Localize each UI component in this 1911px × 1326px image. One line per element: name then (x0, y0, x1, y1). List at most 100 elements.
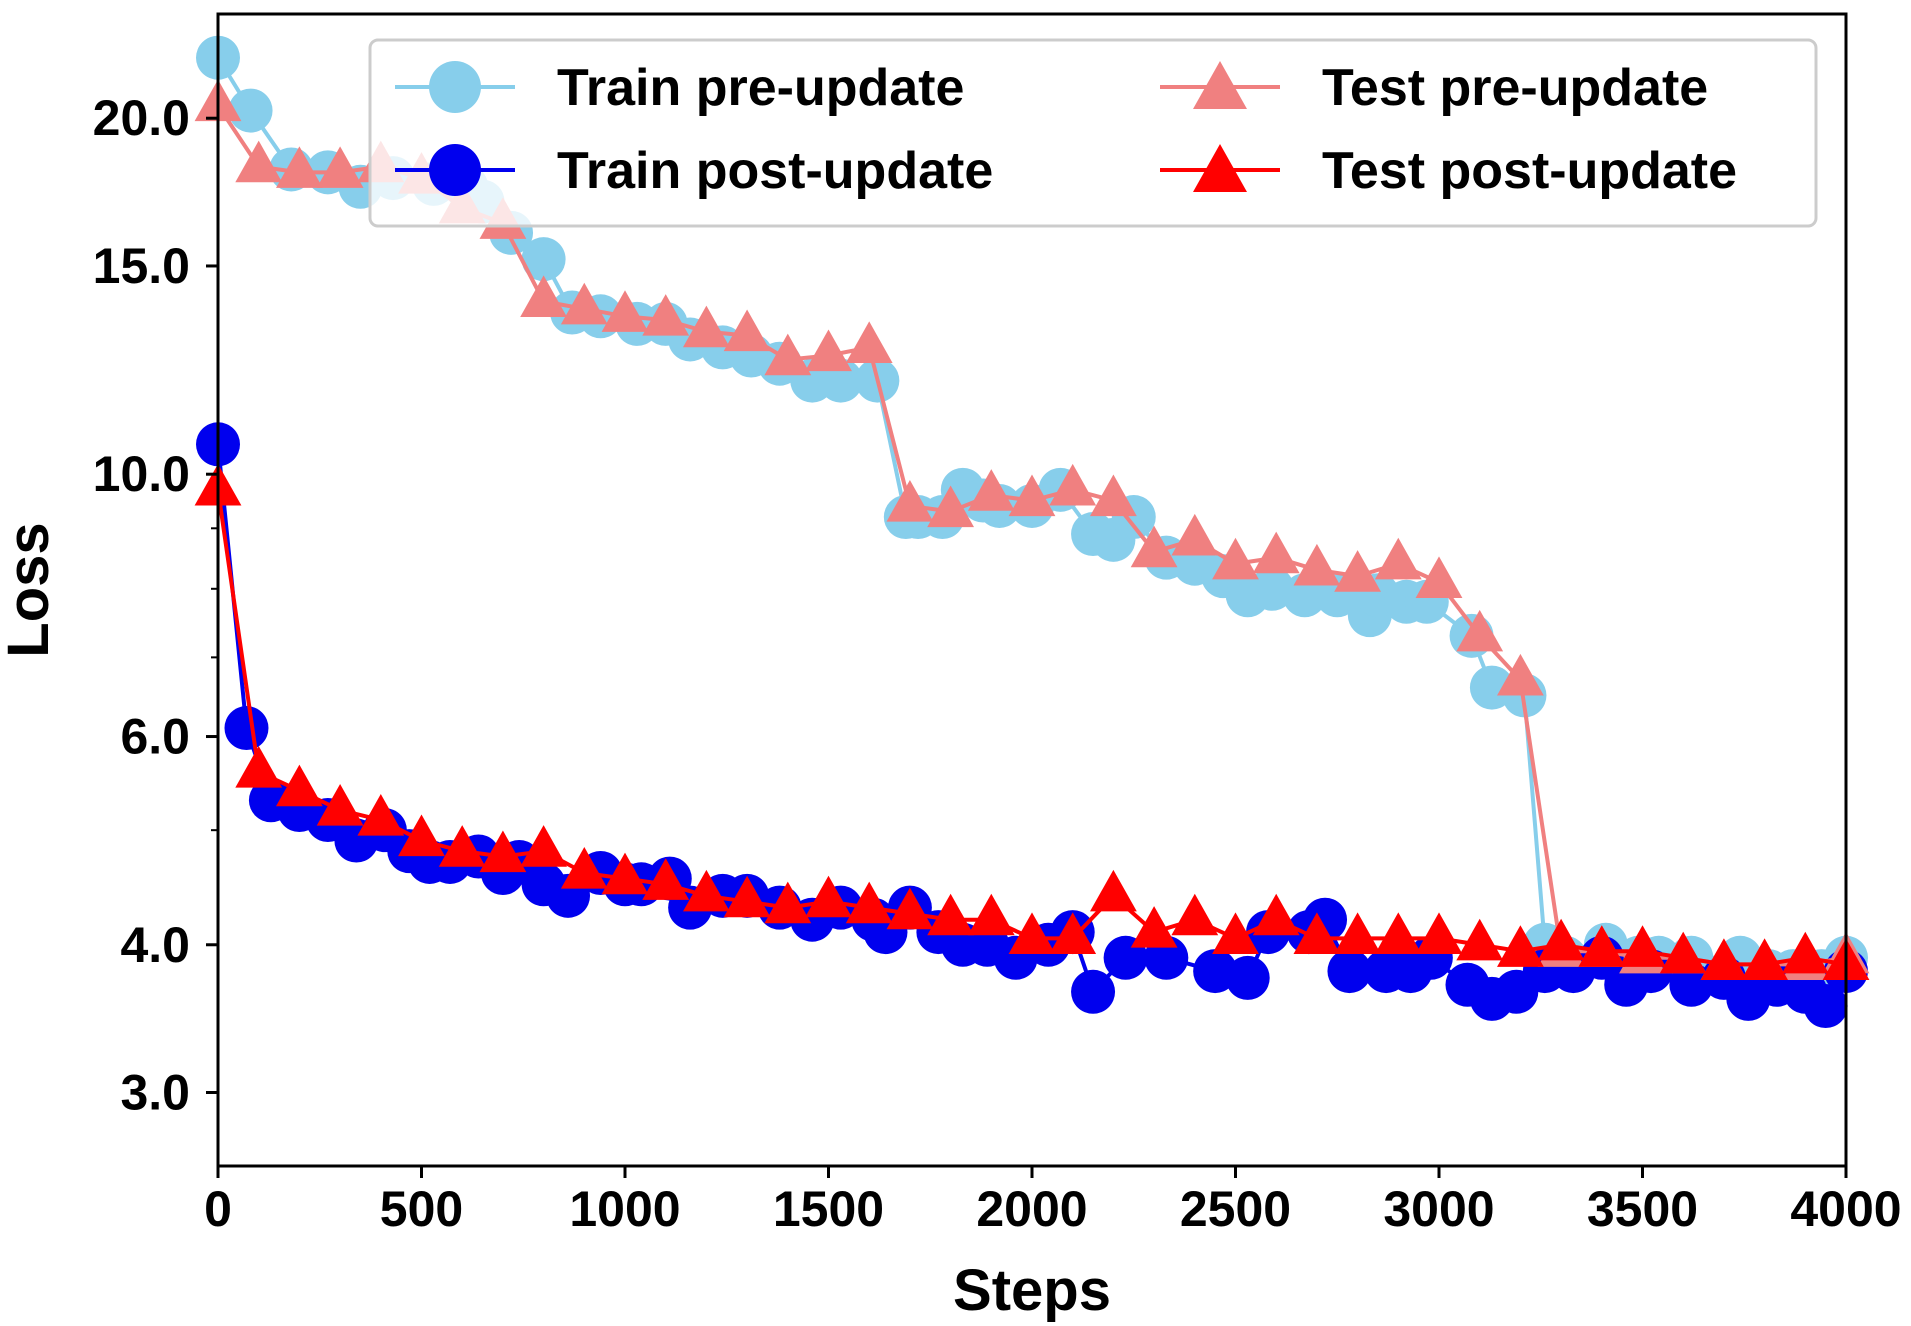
x-tick-label: 2000 (976, 1181, 1087, 1237)
legend-marker (1193, 144, 1247, 192)
x-tick-label: 4000 (1790, 1181, 1901, 1237)
data-point (1008, 474, 1056, 517)
data-point (1212, 537, 1259, 580)
data-point (1008, 912, 1056, 954)
data-point (886, 887, 934, 930)
data-point (398, 814, 445, 857)
data-point (1071, 969, 1116, 1014)
data-point (1090, 869, 1137, 912)
data-point (642, 858, 690, 900)
data-point (1327, 949, 1372, 994)
y-tick-label: 3.0 (120, 1065, 190, 1121)
legend-marker (429, 61, 481, 113)
y-tick-label: 20.0 (93, 90, 190, 146)
data-point (1293, 912, 1341, 954)
data-point (560, 282, 608, 325)
x-tick-label: 3500 (1587, 1181, 1698, 1237)
data-point (1619, 925, 1666, 967)
data-point (805, 875, 852, 918)
x-tick-label: 1500 (773, 1181, 884, 1237)
data-point (764, 881, 812, 924)
legend-item: Train pre-update (395, 59, 964, 117)
y-axis: 3.0 4.0 6.0 10.0 15.0 20.0 (93, 90, 218, 1121)
data-point (1741, 938, 1788, 980)
data-point (1415, 912, 1463, 954)
legend-marker (1193, 61, 1247, 109)
data-point (521, 237, 566, 282)
data-point (845, 881, 893, 924)
data-point (1374, 537, 1422, 580)
series-test-post-update (194, 463, 1870, 980)
data-point (723, 875, 771, 918)
data-point (316, 146, 364, 188)
y-tick-label: 4.0 (120, 917, 190, 973)
data-point (1212, 912, 1259, 954)
data-point (235, 140, 283, 183)
legend: Train pre-update Train post-update Test pr… (368, 38, 1818, 228)
data-point (1250, 566, 1295, 611)
data-point (1803, 984, 1848, 1029)
series-line (216, 489, 1847, 967)
y-tick-label: 6.0 (120, 709, 190, 765)
data-point (601, 852, 649, 895)
data-point (683, 869, 730, 912)
y-tick-label: 15.0 (93, 238, 190, 294)
x-tick-label: 3000 (1383, 1181, 1494, 1237)
data-point (235, 745, 283, 788)
x-tick-label: 2500 (1180, 1181, 1291, 1237)
y-axis-label: Loss (0, 522, 61, 657)
legend-label: Test post-update (1322, 142, 1737, 200)
data-point (1659, 931, 1707, 974)
data-point (520, 275, 567, 317)
data-point (1049, 463, 1097, 506)
data-point (1334, 550, 1381, 592)
legend-label: Train pre-update (557, 59, 964, 117)
data-point (276, 146, 323, 188)
x-tick-label: 500 (380, 1181, 463, 1237)
data-point (1700, 938, 1748, 980)
legend-item: Test post-update (1160, 142, 1737, 200)
data-point (1781, 931, 1829, 974)
data-point (316, 784, 364, 826)
x-tick-label: 0 (204, 1181, 232, 1237)
data-point (723, 309, 771, 352)
data-point (1537, 918, 1585, 961)
data-point (1293, 543, 1341, 586)
data-point (927, 893, 974, 936)
data-point (1225, 955, 1270, 1000)
data-point (1090, 474, 1137, 517)
data-point (886, 479, 934, 522)
data-point (1171, 513, 1219, 556)
data-point (967, 893, 1015, 936)
data-point (1497, 653, 1544, 696)
data-point (1456, 918, 1504, 961)
data-point (1049, 912, 1097, 954)
data-point (1497, 925, 1544, 967)
x-tick-label: 1000 (569, 1181, 680, 1237)
data-point (1374, 912, 1422, 954)
data-point (357, 793, 405, 836)
x-axis: 0 500 1000 1500 2000 2500 3000 3500 4000 (204, 1166, 1902, 1237)
data-point (967, 469, 1015, 511)
data-point (601, 290, 649, 332)
data-point (1578, 925, 1626, 967)
legend-label: Train post-update (557, 142, 993, 200)
data-point (1130, 525, 1178, 568)
x-axis-label: Steps (953, 1258, 1111, 1323)
data-point (228, 88, 273, 133)
data-point (1252, 893, 1300, 936)
data-point (1456, 609, 1504, 652)
legend-label: Test pre-update (1322, 59, 1708, 117)
data-point (520, 825, 567, 867)
data-point (845, 321, 893, 364)
legend-item: Train post-update (395, 142, 993, 200)
data-point (1252, 531, 1300, 574)
data-point (276, 764, 323, 807)
data-point (1334, 912, 1381, 954)
legend-box (368, 38, 1818, 228)
legend-marker (429, 144, 481, 196)
data-point (479, 830, 527, 873)
data-point (764, 333, 812, 376)
data-point (560, 846, 608, 889)
data-point (1130, 906, 1178, 948)
